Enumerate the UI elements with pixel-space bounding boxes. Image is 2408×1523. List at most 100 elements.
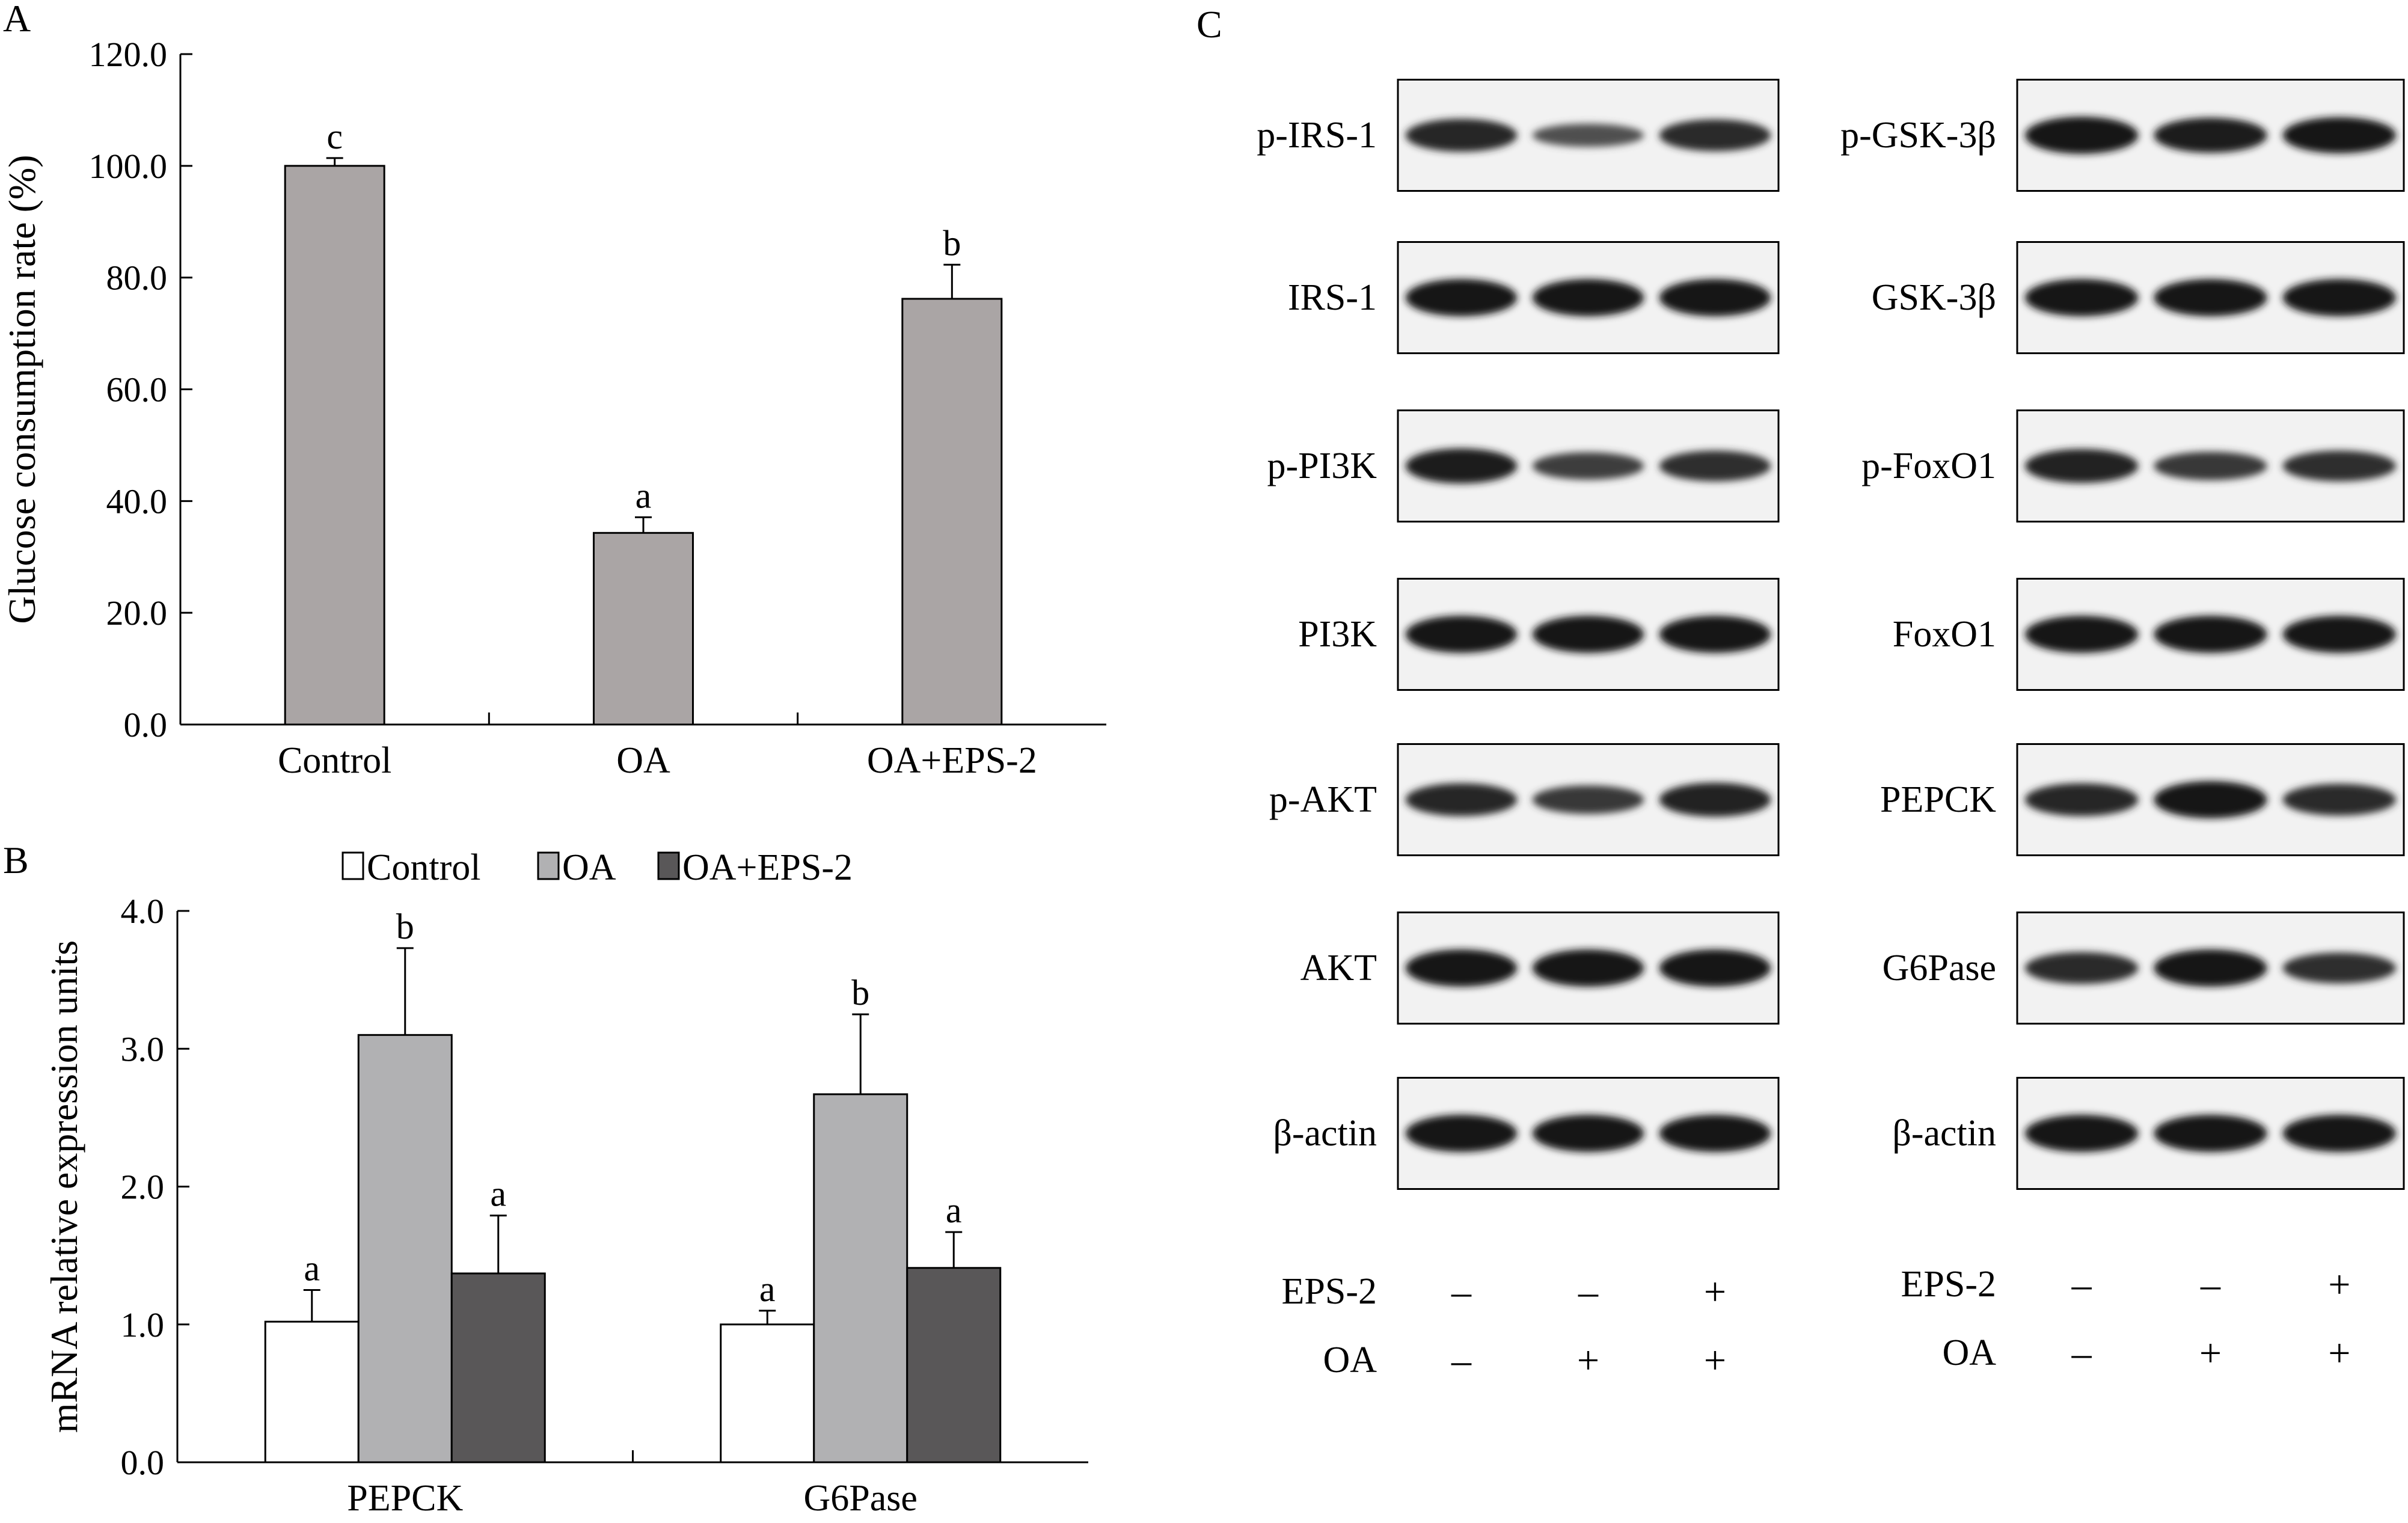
protein-label: p-IRS-1 bbox=[1257, 115, 1377, 156]
significance-letter: a bbox=[490, 1174, 506, 1214]
y-tick-label: 100.0 bbox=[89, 147, 168, 186]
y-tick-label: 120.0 bbox=[89, 35, 168, 74]
significance-letter: c bbox=[326, 117, 343, 156]
treatment-sign: + bbox=[1704, 1270, 1726, 1314]
bar-g6pase-control bbox=[720, 1323, 815, 1463]
y-tick-label: 40.0 bbox=[106, 482, 168, 521]
treatment-sign: – bbox=[1451, 1338, 1472, 1382]
protein-label: p-PI3K bbox=[1267, 446, 1377, 486]
treatment-sign: – bbox=[1451, 1270, 1472, 1314]
x-category-label: OA+EPS-2 bbox=[867, 740, 1037, 781]
blot-band bbox=[2282, 279, 2397, 316]
legend-swatch-oa bbox=[537, 851, 560, 880]
protein-label: PEPCK bbox=[1880, 779, 1996, 820]
blot-band bbox=[2154, 1115, 2267, 1152]
blot-band bbox=[2154, 117, 2267, 153]
treatment-sign: – bbox=[1578, 1270, 1599, 1314]
blot-band bbox=[2024, 279, 2139, 316]
protein-label: p-GSK-3β bbox=[1840, 115, 1996, 156]
panel-c-western-blot: p-IRS-1 IRS-1 p-PI3K PI3K p-AKT AKT β-actin EPS… bbox=[1257, 79, 2405, 1382]
treatment-sign: – bbox=[2071, 1263, 2092, 1307]
blot-band bbox=[1405, 1115, 1518, 1152]
protein-label: p-FoxO1 bbox=[1861, 446, 1996, 486]
blot-band bbox=[1532, 123, 1644, 147]
blot-band bbox=[1405, 448, 1518, 484]
protein-label: β-actin bbox=[1273, 1113, 1377, 1154]
protein-label: G6Pase bbox=[1883, 948, 1996, 988]
bar-oa+eps-2 bbox=[901, 298, 1003, 726]
y-tick-label: 3.0 bbox=[121, 1029, 165, 1068]
blot-band bbox=[1532, 785, 1644, 814]
blot-band bbox=[1405, 616, 1518, 653]
blot-band bbox=[1659, 1115, 1771, 1152]
blot-band bbox=[2282, 783, 2397, 816]
significance-letter: a bbox=[946, 1191, 962, 1230]
legend-label: Control bbox=[367, 847, 480, 888]
bar-pepck-oa+eps-2 bbox=[450, 1272, 546, 1463]
treatment-label: OA bbox=[1942, 1332, 1996, 1373]
blot-band bbox=[1532, 452, 1644, 480]
y-tick-label: 80.0 bbox=[106, 259, 168, 298]
blot-band bbox=[2024, 449, 2139, 483]
blot-band bbox=[2154, 616, 2267, 653]
bar-g6pase-oa bbox=[813, 1093, 908, 1463]
blot-band bbox=[1659, 782, 1771, 817]
panel-label-a: A bbox=[3, 0, 31, 40]
treatment-label: EPS-2 bbox=[1901, 1264, 1996, 1305]
x-category-label: Control bbox=[278, 740, 391, 781]
x-category-label: OA bbox=[616, 740, 670, 781]
blot-band bbox=[1659, 616, 1771, 653]
blot-band bbox=[2024, 117, 2139, 154]
y-tick-label: 20.0 bbox=[106, 593, 168, 633]
blot-band bbox=[1659, 949, 1771, 987]
panel-label-c: C bbox=[1196, 3, 1222, 46]
panel-a-bar-chart: 0.0 20.0 40.0 60.0 80.0 100.0 120.0 Glucose con… bbox=[1, 35, 1106, 781]
treatment-sign: + bbox=[1704, 1338, 1726, 1382]
y-axis-title: Glucose consumption rate (%) bbox=[1, 155, 43, 624]
blot-band bbox=[1532, 949, 1644, 987]
protein-label: IRS-1 bbox=[1288, 277, 1377, 318]
blot-band bbox=[2282, 616, 2397, 653]
blot-band bbox=[2024, 1115, 2139, 1152]
y-tick-label: 60.0 bbox=[106, 370, 168, 409]
legend-swatch-oa+eps-2 bbox=[657, 851, 680, 880]
bar-control bbox=[284, 165, 385, 726]
blot-band bbox=[2154, 949, 2267, 987]
blot-band bbox=[2282, 117, 2397, 154]
blot-band bbox=[2154, 781, 2267, 818]
blot-band bbox=[2024, 783, 2139, 817]
blot-band bbox=[1405, 118, 1518, 152]
significance-letter: a bbox=[636, 476, 652, 515]
significance-letter: b bbox=[851, 973, 869, 1013]
y-axis-title: mRNA relative expression units bbox=[43, 940, 85, 1433]
significance-letter: b bbox=[943, 223, 961, 263]
protein-label: β-actin bbox=[1892, 1113, 1996, 1154]
blot-band bbox=[1405, 279, 1518, 316]
legend-label: OA+EPS-2 bbox=[682, 847, 853, 888]
blot-band bbox=[1659, 119, 1771, 152]
treatment-sign: + bbox=[1577, 1338, 1599, 1382]
bar-oa bbox=[593, 532, 694, 726]
blot-band bbox=[1405, 783, 1518, 817]
blot-band bbox=[2154, 452, 2267, 480]
treatment-label: OA bbox=[1323, 1340, 1377, 1381]
blot-band bbox=[2024, 616, 2139, 653]
bar-g6pase-oa+eps-2 bbox=[906, 1267, 1002, 1463]
significance-letter: b bbox=[396, 907, 414, 946]
significance-letter: a bbox=[759, 1269, 776, 1309]
blot-band bbox=[1532, 616, 1644, 653]
panel-b-grouped-bar-chart: 0.0 1.0 2.0 3.0 4.0 mRNA relative expression … bbox=[43, 847, 1088, 1519]
protein-label: p-AKT bbox=[1269, 779, 1377, 820]
blot-band bbox=[2282, 952, 2397, 984]
blot-band bbox=[2024, 952, 2139, 984]
treatment-sign: – bbox=[2200, 1263, 2221, 1307]
y-tick-label: 4.0 bbox=[121, 892, 165, 931]
treatment-sign: + bbox=[2328, 1331, 2350, 1375]
protein-label: AKT bbox=[1301, 948, 1377, 988]
y-tick-label: 0.0 bbox=[124, 705, 168, 744]
treatment-sign: – bbox=[2071, 1331, 2092, 1375]
bar-pepck-oa bbox=[357, 1034, 453, 1463]
legend-swatch-control bbox=[342, 851, 364, 880]
protein-label: GSK-3β bbox=[1872, 277, 1996, 318]
